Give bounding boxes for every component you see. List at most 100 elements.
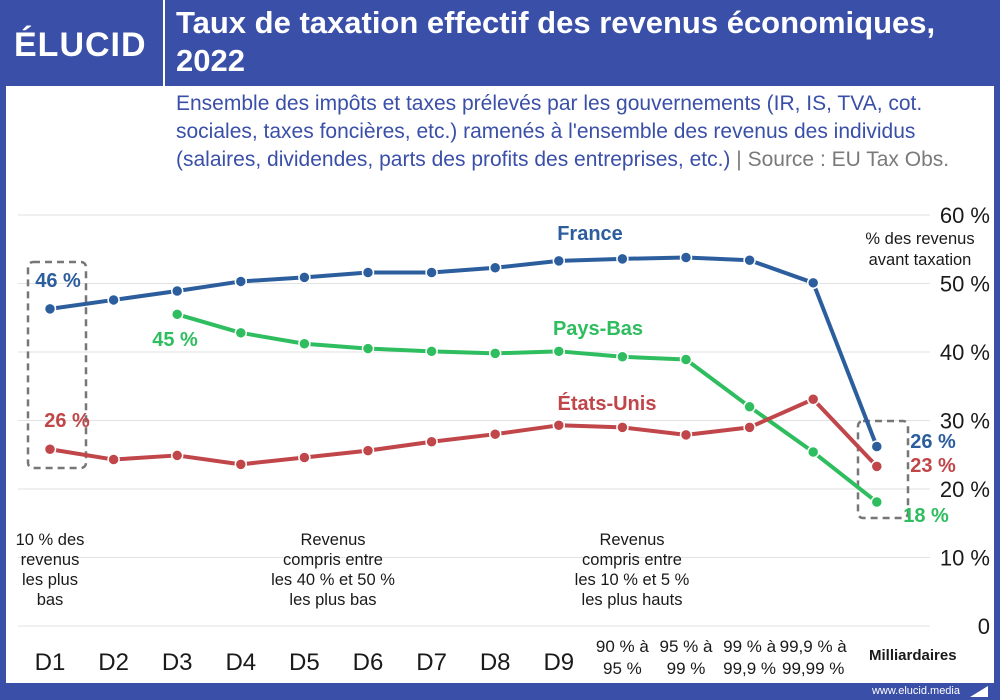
x-tick-label: D4 — [225, 649, 256, 676]
series-label-etats-unis: États-Unis — [558, 392, 657, 415]
data-point-etats-unis — [806, 393, 820, 406]
data-point-pays-bas — [552, 345, 566, 358]
data-point-pays-bas — [679, 353, 693, 366]
series-line-etats-unis — [49, 397, 879, 468]
data-point-france — [743, 253, 756, 267]
subtitle-separator: | — [736, 148, 742, 171]
data-point-etats-unis — [170, 449, 184, 462]
series-points — [43, 251, 884, 509]
series-line-france — [49, 255, 879, 448]
y-tick-label: 20 % — [940, 477, 990, 502]
data-point-etats-unis — [107, 453, 120, 466]
y-axis-ticks: 0 10 % 20 % 30 % 40 % 50 % 60 % — [940, 203, 990, 639]
series-labels: France Pays-Bas États-Unis — [553, 223, 656, 415]
data-point-pays-bas — [806, 445, 820, 459]
source-note: Source : EU Tax Obs. — [747, 148, 950, 171]
y-tick-label: 50 % — [940, 272, 990, 297]
data-point-pays-bas — [743, 400, 756, 414]
data-point-pays-bas — [298, 337, 311, 351]
series-label-france: France — [557, 223, 623, 245]
data-point-france — [298, 271, 311, 284]
data-point-etats-unis — [488, 427, 502, 441]
highlight-boxes — [26, 260, 910, 520]
series-lines — [49, 255, 879, 504]
data-point-france — [43, 302, 57, 316]
y-tick-label: 10 % — [940, 546, 990, 571]
data-point-etats-unis — [616, 421, 629, 434]
data-point-france — [616, 252, 629, 266]
data-point-etats-unis — [743, 421, 756, 434]
x-tick-label: 90 % à 95 % — [596, 637, 649, 678]
data-point-pays-bas — [361, 342, 375, 355]
data-point-pays-bas — [234, 326, 248, 340]
chart-title: Taux de taxation effectif des revenus éc… — [176, 5, 936, 78]
range-annotation: Revenus compris entre les 40 % et 50 % les … — [271, 531, 395, 609]
subtitle-text: Ensemble des impôts et taxes prélevés pa… — [176, 92, 923, 171]
data-point-etats-unis — [425, 435, 438, 448]
x-tick-label: D2 — [98, 649, 129, 676]
x-tick-label: Milliardaires — [869, 647, 957, 664]
y-tick-label: 30 % — [940, 409, 990, 434]
value-label-pays-bas: 45 % — [152, 329, 198, 351]
data-point-france — [552, 254, 566, 268]
data-point-pays-bas — [170, 308, 184, 321]
series-label-pays-bas: Pays-Bas — [553, 318, 643, 340]
data-point-etats-unis — [870, 460, 884, 473]
x-tick-label: D9 — [543, 649, 574, 676]
data-point-etats-unis — [361, 444, 375, 457]
data-point-etats-unis — [552, 419, 566, 432]
series-line-pays-bas — [176, 312, 879, 504]
data-point-etats-unis — [43, 443, 57, 456]
data-point-etats-unis — [298, 451, 311, 464]
x-tick-label: 99,9 % à 99,99 % — [780, 637, 848, 678]
range-annotation: 10 % des revenus les plus bas — [16, 531, 85, 609]
data-point-pays-bas — [488, 347, 502, 360]
data-point-france — [679, 251, 693, 264]
x-tick-label: D8 — [480, 649, 511, 676]
x-tick-label: 95 % à 99 % — [660, 637, 713, 678]
highlight-box-d1 — [26, 260, 88, 470]
data-point-france — [107, 293, 120, 307]
elucid-logo: ÉLUCID — [14, 26, 147, 64]
y-axis-label: % des revenus avant taxation — [865, 230, 974, 269]
data-point-france — [361, 266, 375, 279]
chart-subtitle: Ensemble des impôts et taxes prélevés pa… — [176, 90, 976, 174]
range-annotations: 10 % des revenus les plus bas Revenus compris… — [16, 531, 690, 609]
data-point-pays-bas — [425, 345, 438, 358]
data-point-france — [425, 266, 438, 279]
value-label-pays-bas: 18 % — [903, 505, 949, 527]
x-tick-label: 99 % à 99,9 % — [723, 637, 776, 678]
data-point-pays-bas — [870, 495, 884, 509]
y-tick-label: 0 — [978, 614, 990, 639]
value-label-etats-unis: 23 % — [910, 455, 956, 477]
data-point-france — [870, 440, 884, 453]
value-label-france: 46 % — [35, 270, 81, 292]
data-point-pays-bas — [616, 350, 629, 364]
y-tick-label: 40 % — [940, 340, 990, 365]
range-annotation: Revenus compris entre les 10 % et 5 % les p… — [575, 531, 690, 609]
data-point-france — [170, 284, 184, 298]
data-point-france — [806, 276, 820, 290]
data-point-etats-unis — [679, 428, 693, 442]
value-label-france: 26 % — [910, 431, 956, 453]
data-point-france — [234, 275, 248, 288]
footer-url[interactable]: www.elucid.media — [871, 685, 960, 697]
data-point-france — [488, 261, 502, 274]
y-tick-label: 60 % — [940, 203, 990, 228]
footer-bar — [0, 683, 1000, 700]
header-bar — [0, 0, 1000, 86]
highlight-box-milliardaires — [856, 419, 910, 520]
data-point-etats-unis — [234, 458, 248, 471]
x-tick-label: D1 — [35, 649, 66, 676]
footer-logo-icon — [970, 686, 988, 697]
x-tick-label: D3 — [162, 649, 193, 676]
x-tick-label: D7 — [416, 649, 447, 676]
y-axis-label-text: % des revenus avant taxation — [865, 230, 974, 269]
header-divider — [163, 0, 165, 86]
value-labels: 46 %45 %26 %26 %23 %18 % — [35, 270, 956, 527]
x-tick-label: D6 — [353, 649, 384, 676]
value-label-etats-unis: 26 % — [44, 410, 90, 432]
x-tick-label: D5 — [289, 649, 320, 676]
